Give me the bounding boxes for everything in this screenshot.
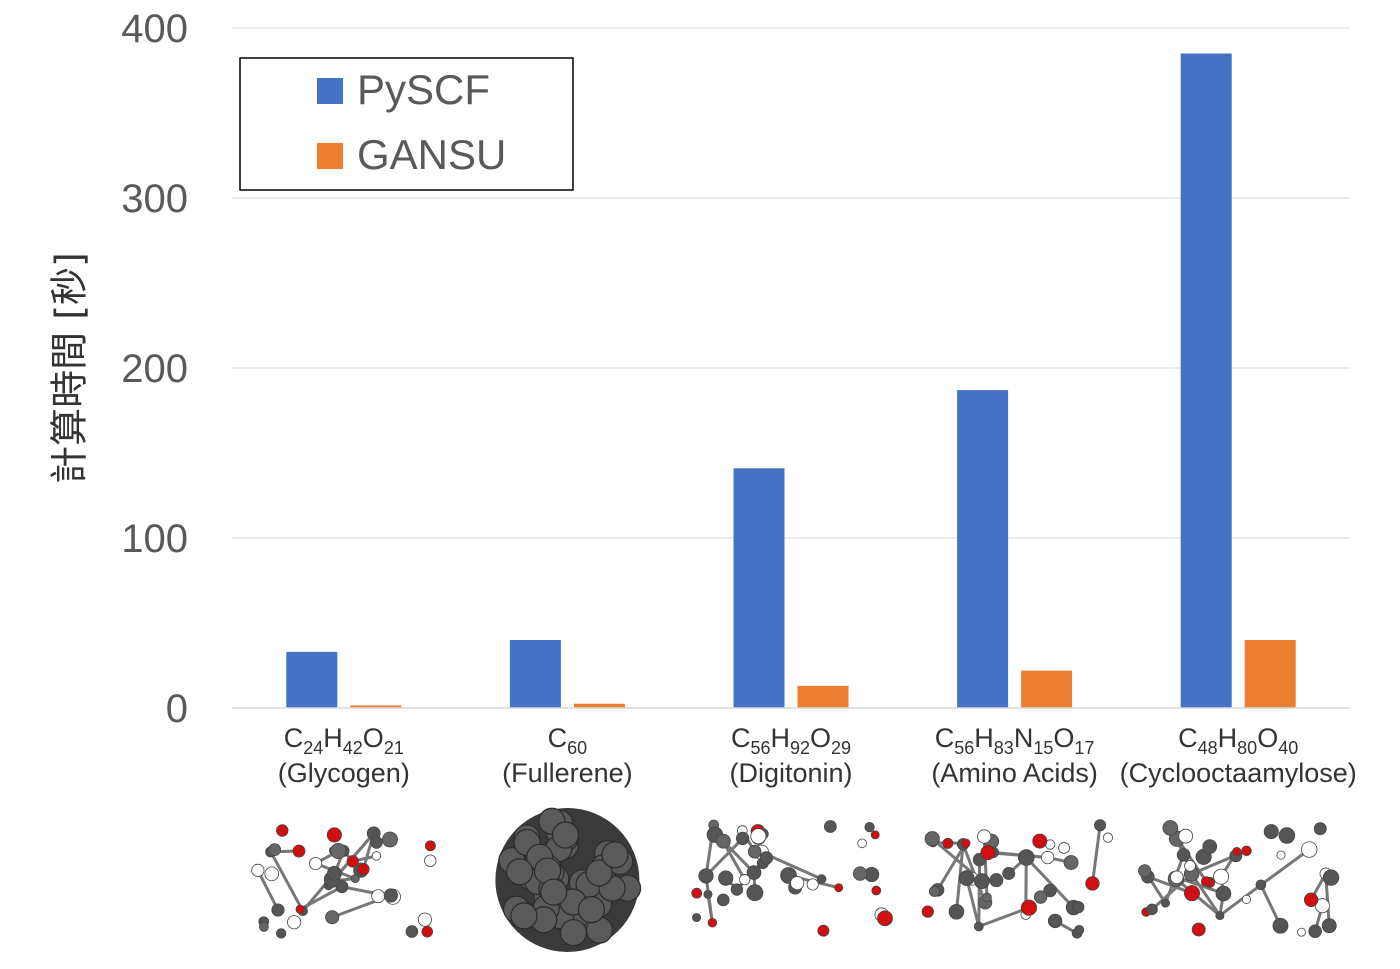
bar-pyscf-1 [509,640,561,708]
y-tick-labels: 0 100 200 300 400 [121,7,188,731]
formula-element: O [1257,723,1278,753]
molecule-images [251,807,1340,952]
formula-subscript: 15 [1033,738,1053,758]
category-name: (Glycogen) [278,758,410,788]
formula-element: O [363,723,384,753]
formula-element: C [1178,723,1198,753]
formula-subscript: 48 [1198,738,1218,758]
y-tick-label: 400 [121,7,188,51]
y-tick-label: 100 [121,517,188,561]
fullerene-molecule [495,807,642,952]
gridlines [232,27,1350,539]
bar-pyscf-4 [1180,53,1232,708]
glycogen-molecule [251,824,437,939]
formula-subscript: 42 [343,738,363,758]
y-tick-label: 300 [121,177,188,221]
bar-pyscf-2 [733,468,785,708]
category-formula: C24​H42​O21​ [284,723,404,758]
formula-subscript: 17 [1074,738,1094,758]
formula-subscript: 21 [384,738,404,758]
bar-gansu-4 [1244,640,1296,708]
category-name: (Fullerene) [502,758,633,788]
formula-element: C [284,723,304,753]
bars [286,53,1296,708]
formula-element: N [1014,723,1034,753]
category-formula: C56​H92​O29​ [731,723,851,758]
digitonin-molecule [691,819,893,937]
bar-gansu-3 [1021,670,1073,708]
formula-element: H [1218,723,1238,753]
y-tick-label: 0 [166,687,188,731]
category-labels: C24​H42​O21​(Glycogen)C60​(Fullerene)C56… [278,723,1357,788]
formula-subscript: 80 [1237,738,1257,758]
legend-swatch-pyscf [317,78,343,104]
formula-element: H [770,723,790,753]
formula-subscript: 24 [303,738,323,758]
legend-swatch-gansu [317,143,343,169]
formula-element: C [548,723,568,753]
formula-subscript: 83 [994,738,1014,758]
y-tick-label: 200 [121,347,188,391]
legend: PySCF GANSU [239,57,574,191]
formula-element: O [1053,723,1074,753]
formula-element: C [731,723,751,753]
formula-subscript: 92 [790,738,810,758]
bar-gansu-1 [573,703,625,708]
formula-subscript: 56 [750,738,770,758]
category-name: (Amino Acids) [931,758,1098,788]
cyclooctaamylose-molecule [1138,820,1340,938]
y-axis-label: 計算時間 [秒] [48,252,92,484]
formula-subscript: 40 [1278,738,1298,758]
bar-gansu-0 [350,705,402,708]
amino-acids-molecule [921,819,1114,939]
formula-subscript: 60 [567,738,587,758]
bar-pyscf-0 [286,651,338,708]
category-formula: C48​H80​O40​ [1178,723,1298,758]
formula-element: C [935,723,955,753]
category-name: (Cyclooctaamylose) [1120,758,1357,788]
bar-pyscf-3 [957,390,1009,708]
legend-label-gansu: GANSU [357,131,506,178]
formula-element: O [810,723,831,753]
formula-subscript: 56 [954,738,974,758]
bar-gansu-2 [797,685,849,708]
category-formula: C60​ [548,723,588,758]
category-name: (Digitonin) [729,758,852,788]
legend-label-pyscf: PySCF [357,66,490,113]
legend-box [239,57,574,191]
category-formula: C56​H83​N15​O17​ [935,723,1095,758]
formula-element: H [323,723,343,753]
formula-element: H [974,723,994,753]
formula-subscript: 29 [831,738,851,758]
